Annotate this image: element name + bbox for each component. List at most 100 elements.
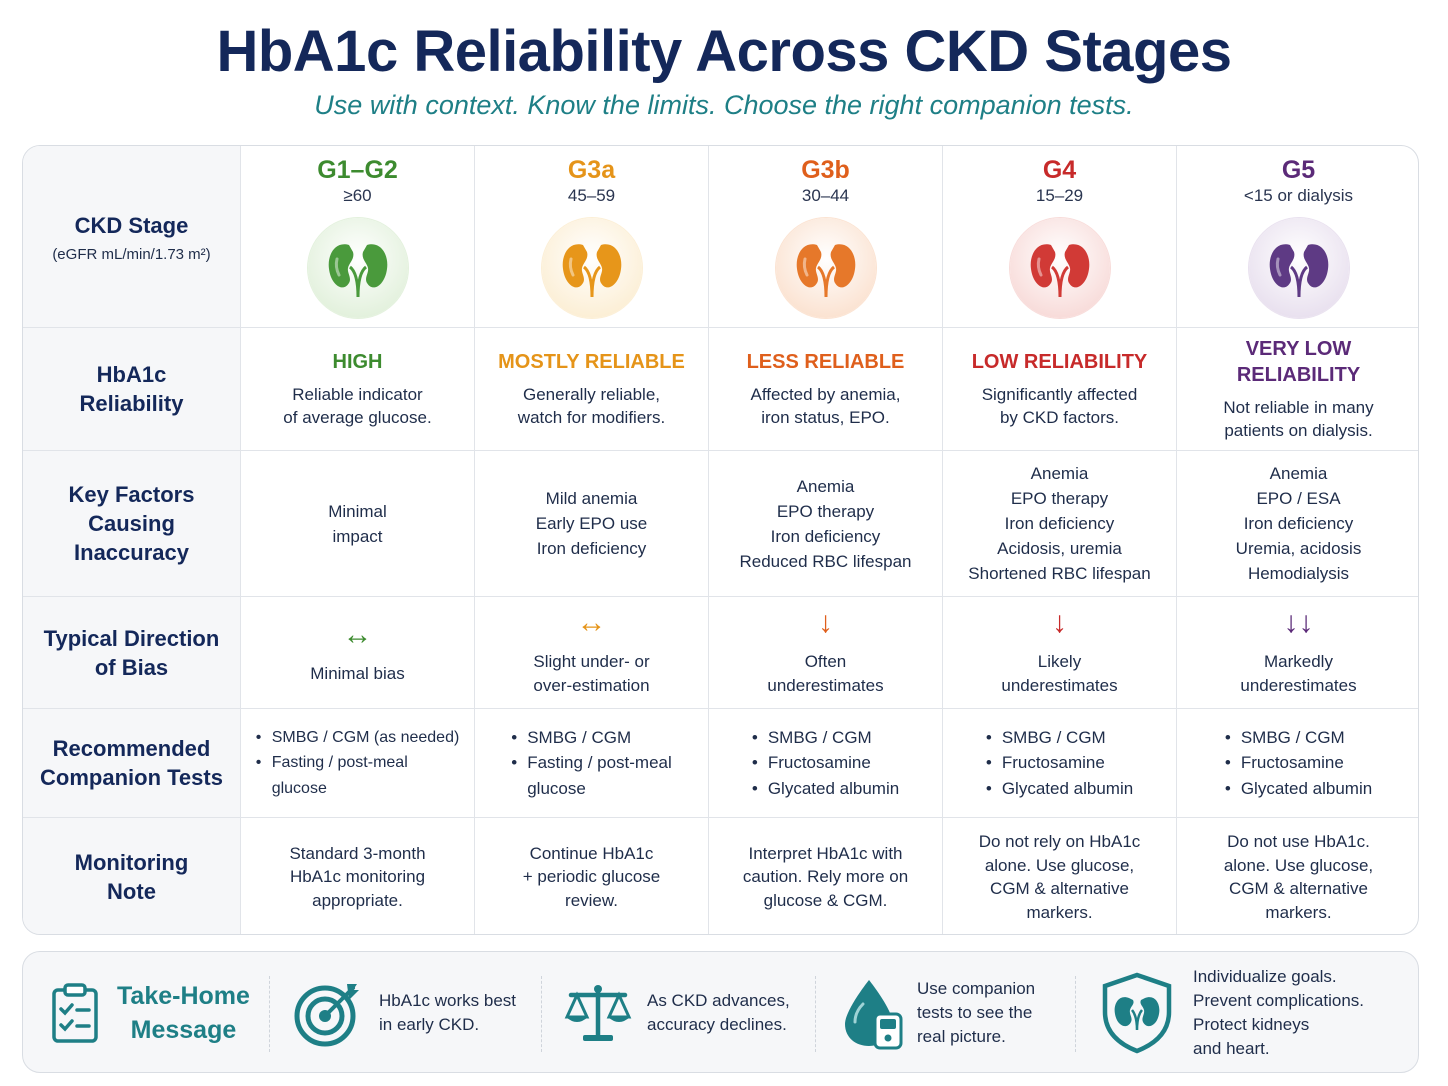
monitoring-note-line: Interpret HbA1c with xyxy=(748,843,903,863)
row-label-tests-cell: Recommended Companion Tests xyxy=(23,709,241,818)
monitoring-note: Do not use HbA1c. alone. Use glucose, CGM … xyxy=(1214,830,1383,924)
note-cell-g4: Do not rely on HbA1c alone. Use glucose, C… xyxy=(943,818,1177,934)
reliability-description-line: iron status, EPO. xyxy=(761,408,890,427)
take-home-line-2: Message xyxy=(130,1016,237,1044)
kidney-shield-icon xyxy=(1102,972,1172,1054)
footer-text-line: Use companion xyxy=(917,979,1036,998)
stage-name: G3b xyxy=(801,155,850,184)
kidney-badge xyxy=(1248,217,1349,318)
bias-description-line: underestimates xyxy=(1001,675,1118,695)
stage-name: G3a xyxy=(567,155,616,184)
bias-description: Often underestimates xyxy=(767,650,883,698)
monitoring-note-line: CGM & alternative xyxy=(1229,879,1368,898)
reliability-level-text: LOW RELIABILITY xyxy=(971,351,1148,373)
note-cell-g3b: Interpret HbA1c with caution. Rely more o… xyxy=(709,818,943,934)
factor-item: Iron deficiency xyxy=(536,539,647,558)
reliability-cell-g4: LOW RELIABILITY Significantly affected by … xyxy=(943,328,1177,451)
factor-item: Acidosis, uremia xyxy=(997,539,1122,558)
row-label-factors: Key Factors Causing xyxy=(68,482,195,536)
bidirectional-arrow-icon: ↔ xyxy=(342,617,373,651)
row-label-bias-cell: Typical Direction of Bias xyxy=(23,597,241,709)
footer-divider xyxy=(815,976,816,1052)
ckd-stage-label: CKD Stage xyxy=(74,212,189,238)
take-home-footer: Take-Home Message HbA1c works best in ea… xyxy=(22,951,1419,1073)
factor-item: Reduced RBC lifespan xyxy=(739,551,912,571)
reliability-level: VERY LOW RELIABILITY xyxy=(1237,336,1360,388)
stage-egfr-range: 15–29 xyxy=(1035,185,1084,205)
footer-text-line: and heart. xyxy=(1193,1039,1270,1058)
monitoring-note-line: markers. xyxy=(1265,902,1332,922)
monitoring-note-line: Do not use HbA1c. xyxy=(1227,832,1370,851)
bias-description-line: Minimal bias xyxy=(310,663,405,683)
reliability-level-text: RELIABILITY xyxy=(1236,364,1361,386)
factor-item: Iron deficiency xyxy=(1243,514,1354,533)
monitoring-note-line: glucose & CGM. xyxy=(763,890,888,910)
monitoring-note-line: markers. xyxy=(1026,902,1093,922)
row-label-factors-cell: Key Factors Causing Inaccuracy xyxy=(23,451,241,597)
stage-egfr-range: ≥60 xyxy=(343,185,372,205)
companion-test-item: Fasting / post-meal xyxy=(511,750,672,776)
page-title: HbA1c Reliability Across CKD Stages xyxy=(216,19,1232,84)
kidney-icon xyxy=(1030,243,1089,297)
companion-test-list: SMBG / CGMFructosamineGlycated albumin xyxy=(752,725,899,802)
blood-drop-meter-icon xyxy=(845,980,903,1050)
bias-description: Markedly underestimates xyxy=(1240,650,1356,698)
monitoring-note-line: CGM & alternative xyxy=(990,879,1129,898)
bias-description-line: Likely xyxy=(1037,651,1082,671)
companion-test-item: Glycated albumin xyxy=(1225,776,1372,802)
footer-text-line: accuracy declines. xyxy=(647,1015,787,1034)
companion-test-item: SMBG / CGM xyxy=(986,725,1133,751)
footer-text-line: in early CKD. xyxy=(379,1015,480,1034)
stage-egfr-range: 30–44 xyxy=(801,185,850,205)
footer-text-line: As CKD advances, xyxy=(647,991,790,1010)
companion-test-item: SMBG / CGM xyxy=(511,725,672,751)
bias-description-line: Markedly xyxy=(1264,651,1333,671)
page-subtitle: Use with context. Know the limits. Choos… xyxy=(314,90,1134,120)
reliability-level: LESS RELIABLE xyxy=(747,349,905,375)
footer-text-line: Protect kidneys xyxy=(1193,1015,1310,1034)
reliability-level: LOW RELIABILITY xyxy=(972,349,1148,375)
footer-text-line: Individualize goals. xyxy=(1193,967,1337,986)
bias-description-line: over-estimation xyxy=(533,675,650,695)
header-label-cell: CKD Stage (eGFR mL/min/1.73 m²) xyxy=(23,146,241,328)
monitoring-note-line: appropriate. xyxy=(312,890,403,910)
row-label-note: Monitoring xyxy=(74,850,189,875)
row-label-reliability-cell: HbA1c Reliability xyxy=(23,328,241,451)
tests-cell-g1-g2: SMBG / CGM (as needed)Fasting / post-mea… xyxy=(241,709,475,818)
footer-item-companion: Use companion tests to see the real pict… xyxy=(841,952,1035,1074)
factor-item: Mild anemia xyxy=(545,489,638,508)
monitoring-note-line: alone. Use glucose, xyxy=(1223,855,1374,875)
reliability-description: Not reliable in many patients on dialysis… xyxy=(1223,396,1373,442)
header-cell-g1-g2: G1–G2 ≥60 xyxy=(241,146,475,328)
footer-item-accuracy: As CKD advances, accuracy declines. xyxy=(563,952,790,1074)
factor-item: Iron deficiency xyxy=(770,526,881,546)
kidney-icon xyxy=(562,243,621,297)
row-label-tests: Companion Tests xyxy=(40,765,223,790)
factor-list: Anemia EPO therapy Iron deficiency Acidosis… xyxy=(968,461,1150,586)
footer-text-line: real picture. xyxy=(917,1027,1006,1046)
header-cell-g4: G4 15–29 xyxy=(943,146,1177,328)
kidney-badge xyxy=(541,217,642,318)
reliability-description: Generally reliable, watch for modifiers. xyxy=(518,383,665,429)
bias-description: Minimal bias xyxy=(310,662,404,686)
footer-text-line: tests to see the xyxy=(917,1003,1033,1022)
factors-cell-g3b: Anemia EPO therapy Iron deficiency Reduced … xyxy=(709,451,943,597)
footer-divider xyxy=(269,976,270,1052)
factors-cell-g1-g2: Minimal impact xyxy=(241,451,475,597)
footer-divider xyxy=(541,976,542,1052)
row-label-bias: Typical Direction xyxy=(43,625,220,651)
companion-test-item: Fructosamine xyxy=(752,750,899,776)
reliability-description-line: Affected by anemia, xyxy=(750,385,901,404)
reliability-level: HIGH xyxy=(333,349,383,375)
kidney-badge xyxy=(775,217,876,318)
companion-test-list: SMBG / CGMFructosamineGlycated albumin xyxy=(1225,725,1372,802)
row-label-reliability: HbA1c xyxy=(96,362,167,387)
reliability-description-line: Not reliable in many xyxy=(1223,398,1374,417)
factor-item: impact xyxy=(332,526,383,546)
monitoring-note-line: HbA1c monitoring xyxy=(289,867,426,887)
bidirectional-arrow-icon: ↔ xyxy=(576,605,607,639)
row-label-note: Note xyxy=(107,879,156,904)
take-home-heading: Take-Home Message xyxy=(51,952,250,1074)
bias-description-line: Slight under- or xyxy=(533,651,650,671)
factor-list: Anemia EPO therapy Iron deficiency Reduced … xyxy=(740,474,912,574)
